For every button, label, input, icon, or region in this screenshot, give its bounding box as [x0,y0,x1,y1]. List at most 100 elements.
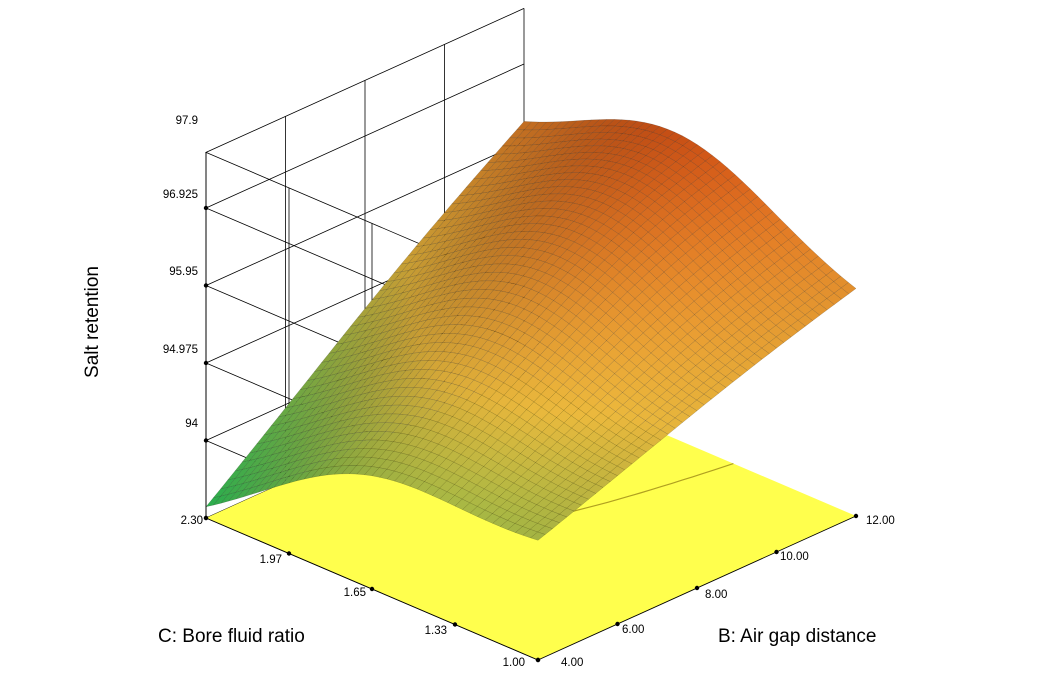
z-tick-label: 94.975 [163,344,198,356]
surface-facet [647,189,663,202]
surface-facet [422,235,439,247]
surface-facet [483,481,500,494]
surface-facet [483,458,499,471]
surface-facet [669,207,685,221]
surface-facet [615,133,631,142]
surface-facet [558,498,575,509]
surface-facet [509,129,525,139]
surface-facet [687,353,704,366]
surface-facet [533,174,550,184]
surface-facet [503,361,519,375]
surface-facet [545,276,561,289]
surface-facet [564,439,580,452]
surface-facet [739,359,756,371]
surface-facet [532,149,549,159]
surface-facet [562,350,578,365]
surface-facet [593,159,610,168]
surface-facet [611,258,628,273]
surface-facet [567,264,583,278]
surface-facet [584,125,601,134]
surface-facet [602,461,618,473]
surface-facet [576,308,592,323]
surface-facet [558,228,575,240]
surface-facet [522,267,539,279]
surface-facet [506,482,522,495]
surface-facet [537,525,553,535]
surface-facet [573,204,589,215]
surface-facet [639,196,656,209]
y-tick-label: 2.30 [181,515,203,527]
surface-facet [506,223,522,234]
surface-facet [564,186,581,195]
x-tick-label: 6.00 [622,624,644,636]
surface-facet [565,482,582,494]
surface-facet [775,331,792,343]
y-tick-mark [452,622,458,627]
surface-facet [655,219,671,233]
surface-facet [686,287,702,302]
surface-facet [416,459,432,472]
surface-facet [534,180,550,190]
surface-facet [321,351,337,363]
surface-facet [659,412,676,425]
x-axis-title: B: Air gap distance [718,626,876,647]
surface-facet [510,378,527,393]
surface-facet [540,360,556,374]
surface-facet [589,242,605,256]
surface-facet [429,219,446,230]
surface-facet [571,408,587,422]
surface-facet [590,306,607,321]
surface-facet [590,293,606,308]
surface-facet [579,437,595,450]
surface-facet [538,121,555,130]
surface-facet [677,239,694,254]
surface-facet [524,137,541,146]
surface-facet [694,334,711,348]
surface-facet [547,153,564,163]
surface-facet [505,436,521,450]
surface-facet [529,504,545,515]
x-tick-label: 8.00 [705,589,727,601]
surface-facet [581,227,597,239]
surface-facet [530,269,546,282]
surface-facet [522,529,539,539]
surface-facet [654,183,670,196]
surface-facet [721,205,737,219]
surface-facet [509,145,526,155]
surface-facet [555,397,572,411]
surface-facet [765,224,782,238]
surface-facet [694,321,710,335]
surface-facet [730,278,746,293]
surface-facet [499,520,516,530]
surface-facet [623,158,640,168]
surface-facet [774,257,790,272]
surface-facet [367,352,383,365]
surface-facet [514,507,530,518]
z-tick-mark [203,515,209,521]
surface-facet [672,313,688,328]
surface-facet [534,187,551,196]
surface-facet [529,249,546,260]
surface-facet [644,124,661,133]
surface-facet [547,365,564,380]
surface-facet [600,146,617,154]
surface-facet [804,297,820,310]
surface-facet [500,282,517,293]
surface-facet [616,439,632,451]
surface-facet [541,412,557,426]
surface-facet [637,122,653,131]
surface-facet [797,303,813,316]
surface-facet [593,145,609,153]
surface-facet [710,359,726,372]
surface-facet [643,365,660,379]
surface-facet [574,245,590,258]
surface-facet [521,510,538,521]
surface-facet [622,385,638,399]
surface-facet [302,447,319,460]
surface-facet [541,173,558,183]
surface-facet [650,346,667,360]
surface-facet [543,491,560,503]
surface-facet [280,467,297,480]
surface-facet [571,420,587,434]
surface-facet [521,239,538,249]
